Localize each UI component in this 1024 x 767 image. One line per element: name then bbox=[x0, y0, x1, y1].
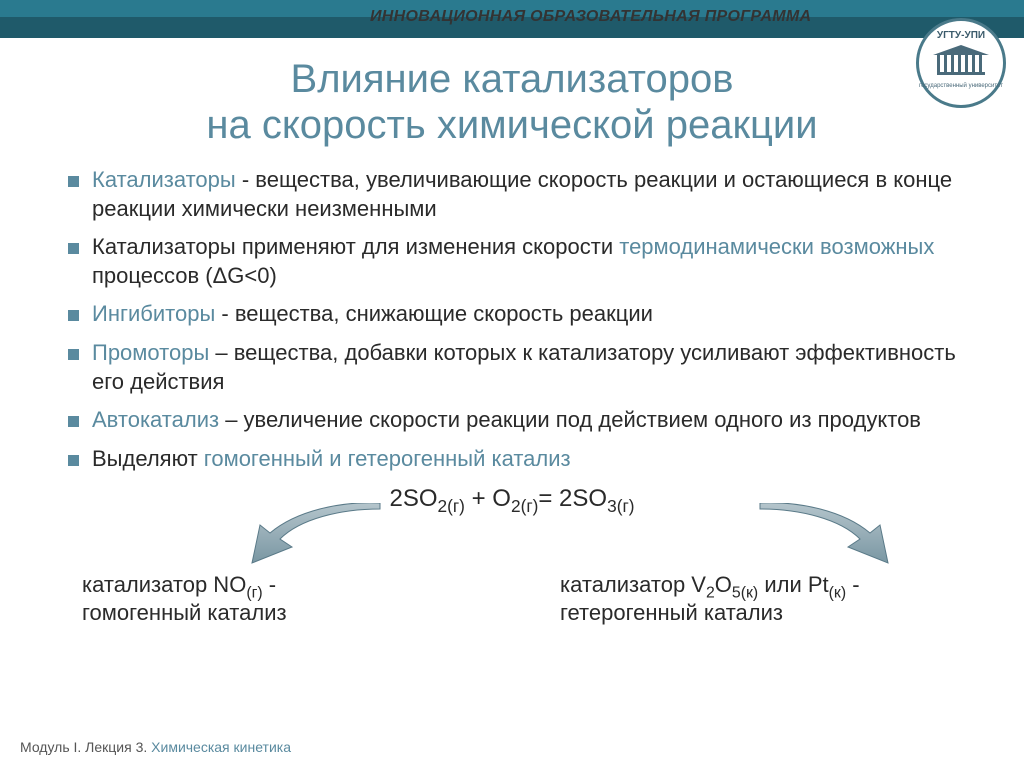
content-area: Катализаторы - вещества, увеличивающие с… bbox=[0, 148, 1024, 643]
term-thermodynamic: термодинамически возможных bbox=[619, 234, 934, 259]
term-promoters: Промоторы bbox=[92, 340, 209, 365]
term-catalysts: Катализаторы bbox=[92, 167, 236, 192]
slide-title: Влияние катализаторов на скорость химиче… bbox=[0, 56, 1024, 148]
university-logo: УГТУ-УПИ государственный университет bbox=[916, 18, 1006, 108]
curved-arrow-left-icon bbox=[240, 503, 390, 573]
curved-arrow-right-icon bbox=[750, 503, 900, 573]
list-item: Выделяют гомогенный и гетерогенный катал… bbox=[60, 445, 964, 474]
topic-label: Химическая кинетика bbox=[151, 739, 291, 755]
term-inhibitors: Ингибиторы bbox=[92, 301, 215, 326]
list-item: Автокатализ – увеличение скорости реакци… bbox=[60, 406, 964, 435]
logo-acronym: УГТУ-УПИ bbox=[937, 30, 985, 41]
module-label: Модуль I. Лекция 3. bbox=[20, 739, 151, 755]
term-autocatalysis: Автокатализ bbox=[92, 407, 219, 432]
logo-caption: государственный университет bbox=[919, 83, 1003, 89]
heterogeneous-catalyst-label: катализатор V2O5(к) или Pt(к) - гетероге… bbox=[560, 571, 860, 626]
list-item: Ингибиторы - вещества, снижающие скорост… bbox=[60, 300, 964, 329]
homogeneous-catalyst-label: катализатор NO(г) - гомогенный катализ bbox=[82, 571, 287, 626]
logo-building-icon bbox=[935, 45, 987, 81]
equation-area: 2SO2(г) + O2(г)= 2SO3(г) катализатор NO bbox=[60, 483, 964, 643]
definitions-list: Катализаторы - вещества, увеличивающие с… bbox=[60, 166, 964, 473]
list-item: Промоторы – вещества, добавки которых к … bbox=[60, 339, 964, 396]
term-homo-hetero: гомогенный и гетерогенный катализ bbox=[204, 446, 571, 471]
list-item: Катализаторы - вещества, увеличивающие с… bbox=[60, 166, 964, 223]
title-line-1: Влияние катализаторов bbox=[291, 57, 734, 101]
slide-footer: Модуль I. Лекция 3. Химическая кинетика bbox=[20, 739, 291, 755]
list-item: Катализаторы применяют для изменения ско… bbox=[60, 233, 964, 290]
program-label: ИННОВАЦИОННАЯ ОБРАЗОВАТЕЛЬНАЯ ПРОГРАММА bbox=[370, 8, 811, 26]
title-line-2: на скорость химической реакции bbox=[206, 103, 817, 147]
